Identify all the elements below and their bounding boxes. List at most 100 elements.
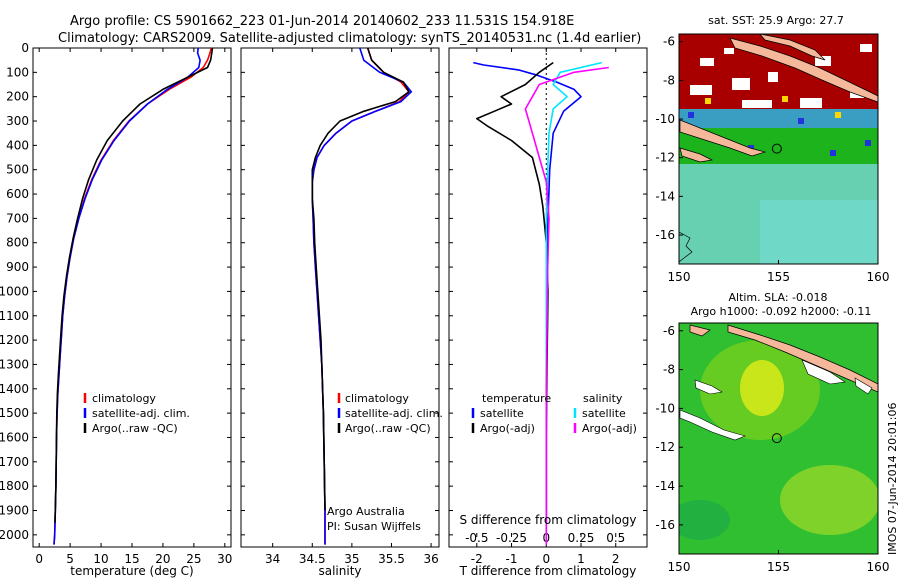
legend-label-climatology: climatology	[345, 392, 409, 405]
legend-label-argo: Argo(..raw -QC)	[92, 422, 178, 435]
temperature-x-ticks: 0 5 10 15 20 25 30	[35, 48, 232, 566]
temperature-axes-box	[32, 47, 232, 548]
series-argo-raw-qc	[311, 48, 410, 511]
map-x-tick-label-155: 155	[767, 270, 790, 284]
y-tick-label-1000: 1000	[0, 284, 29, 298]
y-tick-label-400: 400	[6, 138, 29, 152]
y-tick-label-2000: 2000	[0, 528, 29, 542]
sst-map-title: sat. SST: 25.9 Argo: 27.7	[708, 14, 844, 27]
map-y-tick-label-6: -6	[663, 324, 675, 338]
figure-title-line1: Argo profile: CS 5901662_223 01-Jun-2014…	[70, 14, 574, 29]
figure-title-line2: Climatology: CARS2009. Satellite-adjuste…	[58, 31, 641, 46]
sst-map-image	[679, 34, 878, 264]
x-tick-label-0: 0	[542, 552, 550, 566]
x-tick-label-0: 0	[35, 552, 43, 566]
salinity-axes-box	[240, 47, 440, 548]
temperature-lines	[53, 48, 214, 545]
series-argo-raw-qc	[54, 48, 214, 523]
difference-y-ticks	[449, 47, 647, 536]
x-tick-label-25: 25	[186, 552, 201, 566]
legend-label-satellite: satellite-adj. clim.	[345, 407, 443, 420]
series-s-argo-adj	[524, 66, 609, 545]
s-tick-label-0-5: 0.5	[606, 531, 625, 545]
y-tick-label-300: 300	[6, 114, 29, 128]
sla-profile-marker	[771, 433, 782, 444]
y-tick-label-1100: 1100	[0, 309, 29, 323]
map-x-tick-label-160: 160	[867, 270, 890, 284]
y-tick-label-200: 200	[6, 90, 29, 104]
x-tick-label-20: 20	[155, 552, 170, 566]
map-x-tick-label-160: 160	[867, 560, 890, 574]
y-tick-label-1900: 1900	[0, 503, 29, 517]
salinity-y-ticks	[241, 47, 439, 536]
salinity-lines	[311, 48, 413, 545]
sla-map-ticks: 150 155 160 -6 -8 -10 -12 -14 -16	[655, 324, 889, 574]
y-tick-label-1400: 1400	[0, 382, 29, 396]
legend-temperature-header: temperature	[482, 392, 551, 405]
map-x-tick-label-150: 150	[668, 270, 691, 284]
s-tick-label-0-5: -0.5	[465, 531, 488, 545]
map-x-tick-label-155: 155	[767, 560, 790, 574]
difference-lines	[473, 48, 609, 547]
x-tick-label-1: -1	[506, 552, 518, 566]
x-tick-label-10: 10	[93, 552, 108, 566]
x-tick-label-35-5: 35.5	[378, 552, 405, 566]
temperature-legend: climatology satellite-adj. clim. Argo(..…	[83, 392, 190, 435]
map-y-tick-label-6: -6	[663, 35, 675, 49]
x-tick-label-30: 30	[217, 552, 232, 566]
map-y-tick-label-8: -8	[663, 73, 675, 87]
map-y-tick-label-14: -14	[655, 479, 675, 493]
map-x-tick-label-150: 150	[668, 560, 691, 574]
salinity-x-label: salinity	[318, 564, 361, 578]
legend-label-climatology: climatology	[92, 392, 156, 405]
map-y-tick-label-12: -12	[655, 440, 675, 454]
x-tick-label-34-5: 34.5	[299, 552, 326, 566]
temperature-y-ticks: 0 100 200 300 400 500 600 700 800 900 1000 1100 1200…	[0, 41, 231, 542]
s-tick-label-0-25: 0.25	[568, 531, 595, 545]
sst-map-panel: sat. SST: 25.9 Argo: 27.7	[655, 14, 889, 284]
x-tick-label-15: 15	[124, 552, 139, 566]
salinity-legend: climatology satellite-adj. clim. Argo(..…	[337, 392, 443, 435]
y-tick-label-1200: 1200	[0, 333, 29, 347]
legend-salinity-header: salinity	[583, 392, 623, 405]
x-tick-label-35: 35	[344, 552, 359, 566]
sla-map-title-line2: Argo h1000: -0.092 h2000: -0.11	[691, 305, 872, 318]
imos-credit: IMOS 07-Jun-2014 20:01:06	[886, 402, 899, 555]
map-y-tick-label-14: -14	[655, 189, 675, 203]
y-tick-label-1600: 1600	[0, 430, 29, 444]
sla-map-title-line1: Altim. SLA: -0.018	[728, 291, 827, 304]
data-center-label: Argo Australia	[327, 505, 405, 518]
salinity-x-ticks: 34 34.5 35 35.5 36	[265, 48, 439, 566]
x-tick-label-36: 36	[423, 552, 438, 566]
sla-map-image	[679, 323, 878, 554]
legend-label-t-argo: Argo(-adj)	[480, 422, 535, 435]
legend-label-argo: Argo(..raw -QC)	[345, 422, 431, 435]
y-tick-label-1800: 1800	[0, 479, 29, 493]
temperature-x-label: temperature (deg C)	[70, 564, 193, 578]
y-tick-label-1500: 1500	[0, 406, 29, 420]
y-tick-label-100: 100	[6, 65, 29, 79]
y-tick-label-800: 800	[6, 236, 29, 250]
sla-map-panel: Altim. SLA: -0.018 Argo h1000: -0.092 h2…	[655, 291, 889, 574]
y-tick-label-1700: 1700	[0, 455, 29, 469]
legend-label-s-satellite: satellite	[582, 407, 626, 420]
s-tick-label-0-25: -0.25	[496, 531, 527, 545]
legend-label-s-argo: Argo(-adj)	[582, 422, 637, 435]
x-tick-label-5: 5	[66, 552, 74, 566]
temperature-panel: 0100200300400500600700800900100011001200…	[0, 41, 232, 578]
y-tick-label-600: 600	[6, 187, 29, 201]
map-y-tick-label-10: -10	[655, 401, 675, 415]
y-tick-label-900: 900	[6, 260, 29, 274]
map-y-tick-label-16: -16	[655, 518, 675, 532]
y-tick-label-1300: 1300	[0, 357, 29, 371]
x-tick-label-1: 1	[577, 552, 585, 566]
sst-profile-marker	[771, 143, 782, 154]
difference-legend: temperature satellite Argo(-adj) salinit…	[471, 392, 637, 435]
legend-label-t-satellite: satellite	[480, 407, 524, 420]
map-y-tick-label-8: -8	[663, 363, 675, 377]
s-difference-label: S difference from climatology	[460, 513, 637, 527]
map-y-tick-label-10: -10	[655, 112, 675, 126]
